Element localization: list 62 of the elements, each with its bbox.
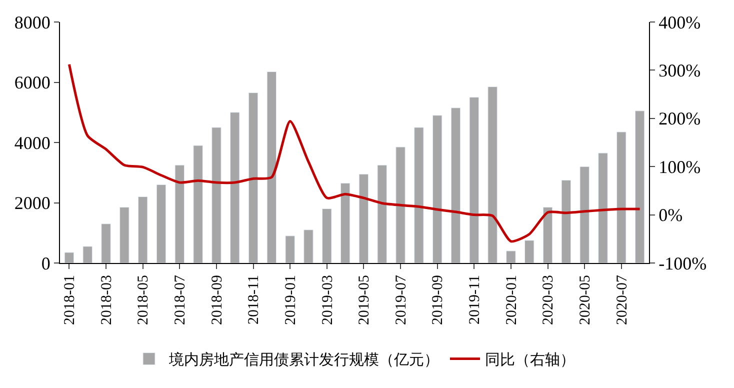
bar <box>580 166 590 263</box>
x-tick-label: 2020-03 <box>540 275 557 325</box>
bar <box>285 236 295 263</box>
x-tick-label: 2019-11 <box>467 275 484 324</box>
x-tick-label: 2018-01 <box>62 275 78 325</box>
bar <box>64 252 74 263</box>
x-tick-label: 2018-05 <box>136 275 152 325</box>
bar <box>120 207 130 263</box>
y2-tick-label: 400% <box>658 12 701 32</box>
bar <box>506 250 516 263</box>
bar <box>396 146 406 263</box>
bar <box>414 127 424 263</box>
x-tick-label: 2020-01 <box>504 275 520 325</box>
x-tick-label: 2020-05 <box>577 275 594 325</box>
y2-tick-label: 100% <box>658 156 701 177</box>
bar <box>561 180 572 263</box>
y-tick-label: 4000 <box>14 132 50 153</box>
bar <box>212 127 222 263</box>
bar <box>377 164 387 263</box>
bar <box>193 145 203 263</box>
bar <box>138 196 148 263</box>
line-series <box>68 63 642 243</box>
y-tick-label: 2000 <box>14 193 50 214</box>
bar <box>230 112 240 263</box>
x-tick-label: 2019-07 <box>393 274 410 325</box>
y2-tick-label: 200% <box>658 108 701 129</box>
bar <box>598 152 608 263</box>
bar <box>542 207 553 263</box>
y-tick-label: 8000 <box>14 12 50 32</box>
bar <box>432 115 442 263</box>
x-tick-label: 2018-03 <box>98 275 115 325</box>
legend-label: 境内房地产信用债累计发行规模（亿元） <box>168 350 439 369</box>
bar <box>248 92 258 263</box>
bar <box>450 108 461 263</box>
y-tick-label: 6000 <box>14 72 50 93</box>
bar <box>340 182 350 263</box>
x-tick-label: 2018-07 <box>172 274 189 325</box>
x-tick-label: 2019-01 <box>282 275 299 325</box>
y2-tick-label: -100% <box>658 253 707 274</box>
bar <box>322 208 332 263</box>
bar <box>304 230 314 263</box>
x-tick-label: 2019-09 <box>430 275 446 325</box>
x-tick-label: 2018-11 <box>246 275 262 324</box>
x-tick-label: 2020-07 <box>614 274 630 325</box>
bar <box>266 71 277 263</box>
y2-tick-label: 0% <box>658 205 683 226</box>
x-tick-label: 2018-09 <box>209 275 226 325</box>
bar <box>469 97 479 263</box>
bar <box>156 184 166 263</box>
legend-label: 同比（右轴） <box>485 350 575 369</box>
bar <box>82 246 92 263</box>
bar <box>101 224 111 263</box>
x-tick-label: 2019-05 <box>356 275 373 325</box>
bar <box>358 174 369 263</box>
bar <box>616 132 626 263</box>
bar <box>174 164 184 263</box>
bar <box>524 240 534 263</box>
y-tick-label: 0 <box>41 253 50 274</box>
bar <box>488 86 498 263</box>
bar <box>634 110 645 263</box>
x-tick-label: 2019-03 <box>320 275 336 325</box>
y2-tick-label: 300% <box>658 60 701 80</box>
